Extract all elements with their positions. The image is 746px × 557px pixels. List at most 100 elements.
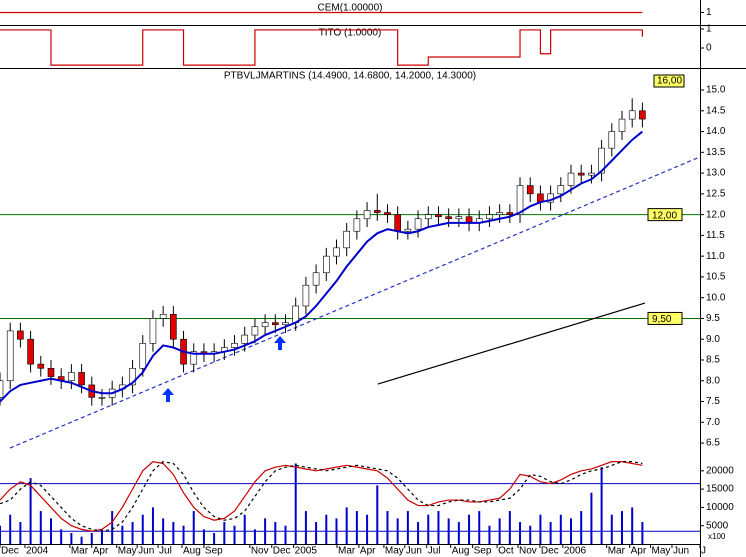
candle-body [516, 185, 524, 215]
x-tick-label: Apr [93, 546, 109, 557]
y-tick-label: 10.0 [706, 292, 726, 303]
x-tick-label: Jul [159, 546, 172, 557]
volume-bar [325, 514, 328, 544]
volume-bar [478, 511, 481, 544]
y-tick-label: 11.5 [706, 230, 725, 241]
panel-title: CEM(1.00000) [317, 3, 382, 14]
y-tick-label: 10000 [706, 502, 734, 513]
volume-bar [345, 507, 348, 544]
candle-body [424, 214, 432, 220]
volume-bar [162, 518, 165, 544]
volume-bar [243, 514, 246, 544]
volume-bar [19, 522, 22, 544]
candle-body [0, 380, 4, 398]
volume-bar [498, 518, 501, 544]
y-tick-label: 9.5 [706, 313, 720, 324]
y-tick-label: 12.5 [706, 188, 726, 199]
volume-bar [335, 518, 338, 544]
x-tick-label: 2005 [295, 546, 318, 557]
volume-bar [559, 514, 562, 544]
candle-body [486, 214, 493, 220]
candle-body [261, 322, 269, 328]
candle-body [445, 216, 452, 220]
x-tick-label: Apr [360, 546, 376, 557]
volume-bar [641, 522, 644, 544]
volume-bar [0, 525, 1, 544]
volume-bar [610, 514, 613, 544]
y-tick-label: 13.5 [706, 147, 726, 158]
level-label-box [653, 74, 685, 88]
volume-bar [406, 511, 409, 544]
candle-body [618, 118, 626, 132]
x-tick-label: Jun [138, 546, 154, 557]
candle-body [608, 131, 616, 149]
volume-bar [590, 492, 593, 544]
y-tick-label: 10.5 [706, 272, 726, 283]
volume-bar [192, 511, 195, 544]
candle-body [639, 110, 646, 120]
volume-bar [172, 522, 175, 544]
y-tick-label: 1 [706, 7, 712, 18]
candle-body [292, 305, 300, 323]
y-tick-label: 14.5 [706, 105, 726, 116]
candle-body [139, 343, 147, 369]
candle-body [598, 147, 605, 174]
panel-title: TITO (1.0000) [319, 28, 382, 39]
volume-bar [49, 518, 52, 544]
volume-bar [100, 529, 103, 544]
volume-bar [80, 536, 83, 544]
candle-body [170, 313, 177, 340]
candle-body [302, 284, 310, 307]
x-tick-label: Aug [452, 546, 470, 557]
x-tick-label: May [652, 546, 671, 557]
y-tick-label: 7.5 [706, 396, 720, 407]
volume-bar [213, 533, 216, 544]
y-tick-label: 6.5 [706, 438, 720, 449]
x-tick-label: Mar [338, 546, 356, 557]
candle-body [526, 185, 534, 195]
level-label: 9,50 [652, 314, 672, 325]
candle-body [37, 363, 45, 369]
candle-body [394, 214, 401, 232]
panel-title: PTBVLJMARTINS (14.4900, 14.6800, 14.2000… [224, 71, 476, 82]
volume-bar [549, 522, 552, 544]
candle-body [557, 185, 565, 195]
volume-bar [315, 522, 318, 544]
moving-average [0, 130, 644, 403]
candle-body [343, 230, 350, 249]
x-tick-label: Jun [406, 546, 422, 557]
volume-bar [437, 511, 440, 544]
volume-bar [70, 533, 73, 544]
y-tick-label: 13.0 [706, 168, 726, 179]
volume-bar [294, 463, 297, 544]
y-tick-label: 0 [706, 43, 712, 54]
volume-bar [539, 514, 542, 544]
volume-bar [60, 529, 63, 544]
candle-body [6, 330, 14, 382]
x-tick-label: Apr [631, 546, 647, 557]
volume-bar [508, 511, 511, 544]
volume-bar [253, 529, 256, 544]
volume-bar [202, 529, 205, 544]
oscillator-line [0, 461, 643, 532]
x-tick-label: J [701, 546, 706, 557]
x-tick-label: Aug [183, 546, 201, 557]
x-tick-label: Sep [205, 546, 223, 557]
candle-body [190, 351, 198, 365]
unit-label: x100 [708, 532, 726, 541]
level-label-box [647, 208, 683, 222]
volume-bar [570, 518, 573, 544]
y-tick-label: 7.0 [706, 417, 720, 428]
x-tick-label: Dec [1, 546, 19, 557]
candle-body [282, 322, 289, 325]
x-tick-label: Nov [251, 546, 269, 557]
x-tick-label: May [385, 546, 404, 557]
x-tick-label: Oct [498, 546, 514, 557]
x-tick-label: Mar [71, 546, 89, 557]
candle-body [68, 372, 75, 382]
candle-body [241, 334, 249, 344]
y-tick-label: 11.0 [706, 251, 725, 262]
x-tick-label: 2004 [26, 546, 49, 557]
candle-body [27, 338, 34, 365]
signal-arrows [162, 336, 286, 402]
